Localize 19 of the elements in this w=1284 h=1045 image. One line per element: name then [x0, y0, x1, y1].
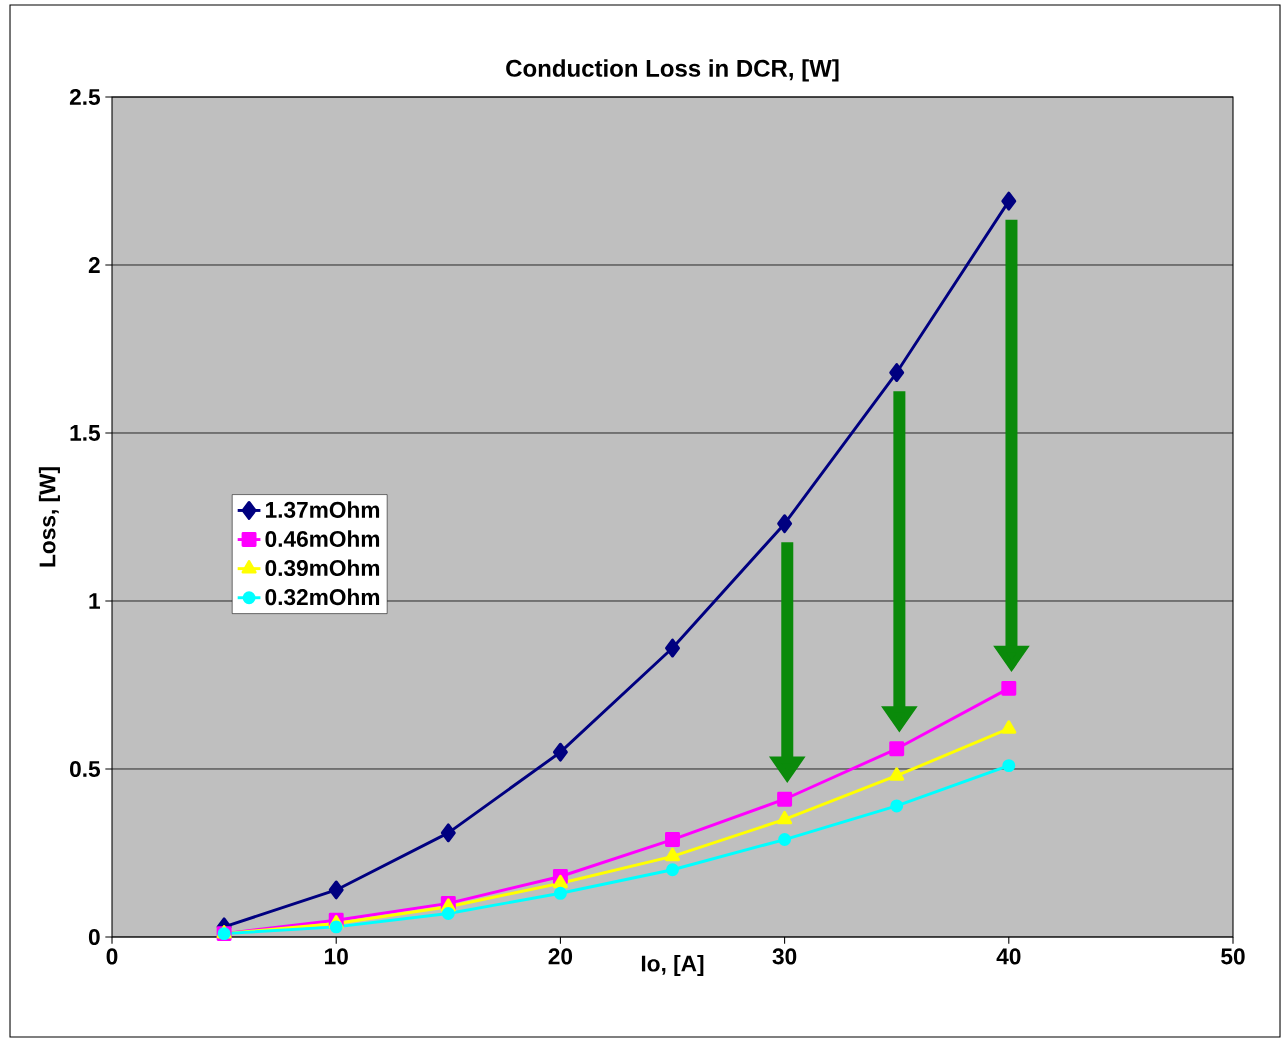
x-tick-label: 0: [106, 948, 118, 965]
x-tick-label: 20: [548, 948, 573, 965]
x-tick-label: 40: [996, 948, 1021, 965]
y-axis-title: Loss, [W]: [38, 467, 60, 567]
y-tick-label: 1.5: [70, 425, 101, 441]
x-tick-label: 10: [325, 948, 348, 965]
y-tick-label: 2.5: [69, 88, 101, 106]
x-tick-label: 30: [772, 948, 797, 965]
x-tick-label: 50: [1221, 948, 1245, 965]
y-tick-label: 1: [89, 593, 101, 609]
y-tick-label: 0: [88, 928, 100, 946]
y-tick-label: 2: [88, 257, 100, 273]
chart-title: Conduction Loss in DCR, [W]: [506, 59, 839, 82]
legend-label: 0.46mOhm: [265, 530, 380, 547]
legend-label: 0.32mOhm: [265, 588, 380, 606]
legend-label: 0.39mOhm: [265, 559, 380, 577]
y-tick-label: 0.5: [70, 760, 101, 778]
legend-label: 1.37mOhm: [266, 501, 380, 518]
x-axis-title: Io, [A]: [641, 954, 704, 977]
